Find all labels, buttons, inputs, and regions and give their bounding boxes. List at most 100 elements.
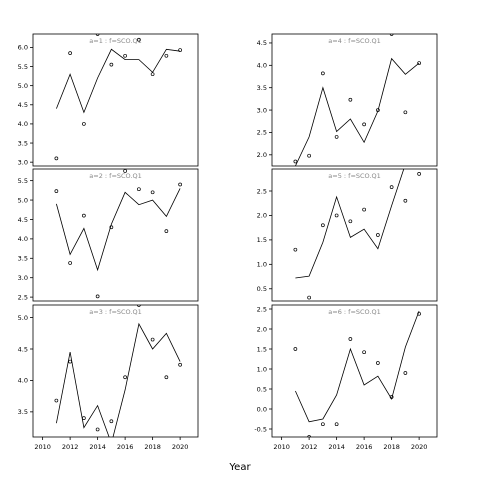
fitted-line bbox=[295, 169, 405, 279]
y-tick-label: 2.5 bbox=[257, 187, 267, 195]
y-tick-label: 2.5 bbox=[257, 129, 267, 137]
panel-label: a=5 : f=SCO.Q1 bbox=[328, 172, 380, 180]
y-tick-label: 0.5 bbox=[257, 285, 267, 293]
fitted-line bbox=[295, 310, 420, 423]
panel-frame bbox=[271, 304, 438, 438]
y-tick-label: 1.5 bbox=[257, 345, 267, 353]
observed-point bbox=[109, 62, 114, 67]
observed-point bbox=[403, 198, 408, 203]
observed-point bbox=[82, 122, 86, 126]
y-tick-label: 4.5 bbox=[257, 39, 267, 47]
y-tick-label: 3.5 bbox=[18, 139, 28, 147]
observed-point bbox=[321, 71, 325, 76]
observed-point bbox=[178, 48, 182, 52]
observed-point bbox=[164, 53, 169, 58]
observed-point bbox=[95, 427, 100, 432]
y-tick-label: 3.0 bbox=[257, 106, 267, 114]
y-tick-label: 4.5 bbox=[18, 101, 28, 109]
observed-point bbox=[417, 311, 421, 316]
y-tick-label: 1.0 bbox=[257, 261, 267, 269]
y-tick-label: 4.5 bbox=[18, 216, 28, 224]
observed-point bbox=[307, 153, 311, 158]
panel-data bbox=[293, 169, 421, 300]
observed-point bbox=[150, 337, 155, 342]
panel-frame bbox=[32, 168, 199, 302]
y-tick-label: 5.0 bbox=[18, 196, 28, 204]
y-tick-label: 5.5 bbox=[18, 63, 28, 71]
panel-data bbox=[54, 169, 182, 299]
x-axis-label: Year bbox=[228, 462, 251, 473]
observed-point bbox=[362, 350, 366, 355]
observed-point bbox=[164, 375, 169, 380]
x-tick-label: 2018 bbox=[144, 443, 161, 451]
observed-point bbox=[334, 135, 339, 139]
observed-point bbox=[403, 110, 408, 115]
panel-frame bbox=[271, 33, 438, 167]
x-tick-label: 2010 bbox=[34, 443, 51, 451]
panel-data bbox=[293, 310, 421, 437]
y-tick-label: -0.5 bbox=[254, 425, 267, 433]
panel-data bbox=[293, 34, 421, 166]
observed-point bbox=[389, 34, 394, 36]
observed-point bbox=[307, 435, 311, 437]
x-tick-label: 2020 bbox=[411, 443, 428, 451]
observed-point bbox=[389, 395, 394, 399]
y-tick-label: 2.0 bbox=[257, 325, 267, 333]
x-tick-label: 2018 bbox=[383, 443, 400, 451]
y-tick-label: 3.5 bbox=[18, 255, 28, 263]
observed-point bbox=[137, 305, 141, 307]
observed-point bbox=[389, 185, 394, 189]
observed-point bbox=[348, 337, 353, 341]
y-tick-label: 2.5 bbox=[18, 293, 28, 301]
observed-point bbox=[123, 53, 127, 58]
observed-point bbox=[123, 169, 127, 173]
y-tick-label: 4.5 bbox=[18, 345, 28, 353]
y-tick-label: 3.0 bbox=[18, 274, 28, 282]
observed-point bbox=[334, 213, 339, 218]
fitted-line bbox=[295, 57, 420, 166]
panel-label: a=6 : f=SCO.Q1 bbox=[328, 308, 380, 316]
observed-point bbox=[150, 190, 155, 195]
observed-point bbox=[178, 182, 182, 187]
fitted-line bbox=[56, 48, 181, 114]
fitted-line bbox=[56, 322, 181, 437]
y-tick-label: 2.5 bbox=[257, 305, 267, 313]
x-tick-label: 2016 bbox=[356, 443, 373, 451]
panel-label: a=2 : f=SCO.Q1 bbox=[89, 172, 141, 180]
observed-point bbox=[417, 61, 421, 65]
y-tick-label: 5.0 bbox=[18, 82, 28, 90]
panel-2: a=2 : f=SCO.Q1 2.5 3.0 3.5 4.0 4.5 5.0 5.5 bbox=[18, 168, 199, 302]
y-tick-label: 1.0 bbox=[257, 365, 267, 373]
observed-point bbox=[137, 37, 141, 42]
observed-point bbox=[54, 398, 59, 403]
observed-point bbox=[362, 122, 366, 127]
panels: a=1 : f=SCO.Q1 3.0 3.5 4.0 4.5 5.0 5.5 6.0 a=2 :… bbox=[18, 33, 438, 451]
observed-point bbox=[376, 108, 380, 112]
observed-point bbox=[362, 207, 366, 212]
observed-point bbox=[403, 371, 408, 375]
y-tick-label: 2.0 bbox=[257, 151, 267, 159]
x-tick-label: 2010 bbox=[273, 443, 290, 451]
observed-point bbox=[376, 233, 380, 237]
fitted-line bbox=[56, 188, 181, 272]
observed-point bbox=[82, 416, 86, 420]
observed-point bbox=[123, 375, 127, 380]
observed-point bbox=[321, 223, 325, 228]
panel-data bbox=[54, 34, 182, 161]
panel-label: a=4 : f=SCO.Q1 bbox=[328, 37, 380, 45]
observed-point bbox=[109, 225, 114, 230]
panel-data bbox=[54, 305, 182, 437]
panel-label: a=1 : f=SCO.Q1 bbox=[89, 37, 141, 45]
observed-point bbox=[293, 347, 298, 351]
x-tick-label: 2012 bbox=[301, 443, 318, 451]
observed-point bbox=[376, 361, 380, 365]
y-tick-label: 1.5 bbox=[257, 236, 267, 244]
observed-point bbox=[348, 219, 353, 224]
observed-point bbox=[68, 51, 72, 55]
observed-point bbox=[82, 213, 86, 218]
panel-frame bbox=[32, 33, 199, 167]
panel-6: a=6 : f=SCO.Q1 -0.5 0.0 0.5 1.0 1.5 2.0 2.5 2010… bbox=[254, 304, 438, 451]
x-tick-label: 2016 bbox=[117, 443, 134, 451]
observed-point bbox=[417, 172, 421, 176]
